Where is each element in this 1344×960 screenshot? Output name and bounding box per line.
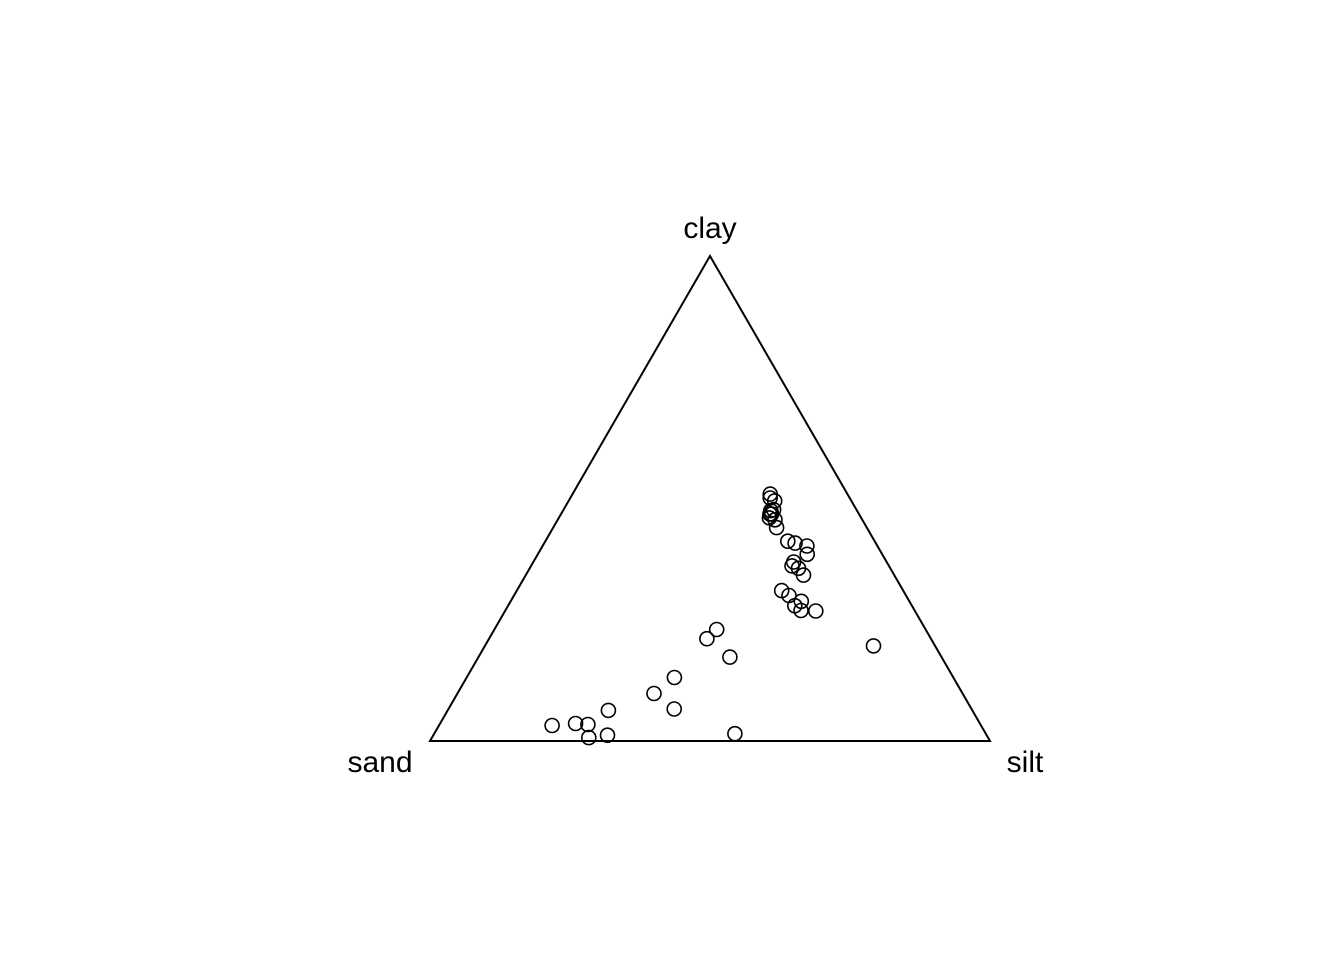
data-point-38 xyxy=(727,725,743,742)
data-point-35 xyxy=(567,715,584,732)
ternary-triangle-frame xyxy=(428,253,992,742)
data-point-31 xyxy=(666,701,683,717)
data-point-29 xyxy=(666,669,683,686)
data-point-3 xyxy=(762,490,779,506)
data-point-10 xyxy=(768,519,785,536)
data-point-37 xyxy=(599,727,616,744)
data-point-11 xyxy=(787,535,803,551)
vertex-label-silt: silt xyxy=(1007,746,1044,779)
data-point-14 xyxy=(799,546,816,563)
data-point-27 xyxy=(708,621,725,638)
data-point-12 xyxy=(779,533,796,550)
data-point-17 xyxy=(785,554,802,570)
data-point-36 xyxy=(580,729,597,746)
data-point-23 xyxy=(793,602,809,619)
data-point-30 xyxy=(646,685,662,702)
data-point-33 xyxy=(580,716,596,733)
data-point-32 xyxy=(600,702,617,719)
data-point-25 xyxy=(699,630,715,647)
data-point-24 xyxy=(807,603,824,619)
data-point-8 xyxy=(767,511,783,528)
data-point-13 xyxy=(799,538,815,554)
data-point-26 xyxy=(722,649,738,665)
vertex-label-sand: sand xyxy=(347,746,412,779)
data-point-34 xyxy=(544,717,560,734)
vertex-label-clay: clay xyxy=(683,212,736,245)
data-point-22 xyxy=(793,593,810,610)
data-point-28 xyxy=(865,638,882,654)
data-point-18 xyxy=(795,567,812,583)
data-point-9 xyxy=(762,502,779,519)
data-points-group xyxy=(544,486,882,746)
